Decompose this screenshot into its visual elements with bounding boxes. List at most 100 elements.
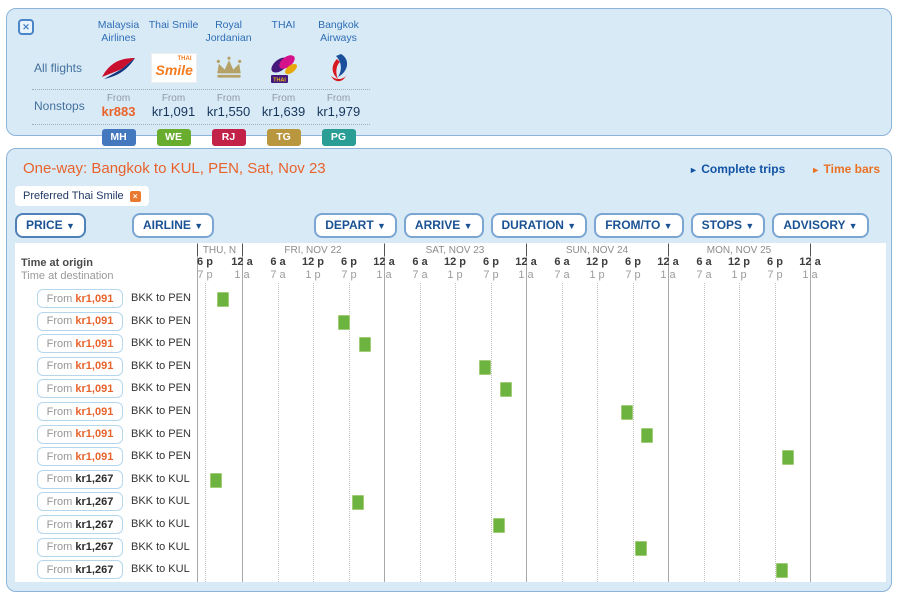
airline-code-badge: PG	[321, 129, 356, 146]
airline-code-row: MH WE RJ TG PG	[7, 125, 891, 152]
row-from-label: From	[46, 541, 76, 554]
row-from-label: From	[46, 518, 76, 531]
nonstop-price: kr1,091	[151, 104, 196, 119]
sort-button-arrive[interactable]: ARRIVE ▼	[403, 213, 484, 238]
tick-label-destination: 1 p	[589, 269, 605, 281]
flight-time-bar[interactable]	[338, 314, 350, 330]
close-icon[interactable]: ✕	[18, 19, 34, 35]
grid-tick-line	[278, 283, 279, 582]
complete-trips-label: Complete trips	[701, 162, 786, 176]
tick-label-origin: 12 p	[301, 256, 325, 268]
tick-label-destination: 7 a	[270, 269, 286, 281]
day-separator	[242, 244, 243, 256]
remove-filter-icon[interactable]: ×	[129, 190, 141, 202]
airline-name-header: Malaysia Airlines	[91, 19, 146, 44]
tick-label-destination: 1 a	[376, 269, 392, 281]
tick-label-destination: 7 p	[341, 269, 357, 281]
flight-time-bar[interactable]	[782, 450, 794, 466]
route-label: BKK to PEN	[131, 382, 191, 395]
grid-tick-line	[633, 283, 634, 582]
from-label: From	[161, 93, 186, 104]
tick-label-destination: 7 p	[483, 269, 499, 281]
airline-code-badge: RJ	[211, 129, 246, 146]
flight-time-bar[interactable]	[352, 495, 364, 511]
grid-tick-line	[313, 283, 314, 582]
row-price-button[interactable]: From kr1,091	[37, 311, 123, 331]
flight-time-bar[interactable]	[776, 563, 788, 579]
row-price-button[interactable]: From kr1,091	[37, 356, 123, 376]
row-price-button[interactable]: From kr1,267	[37, 560, 123, 580]
flight-time-bar[interactable]	[641, 427, 653, 443]
row-price-button[interactable]: From kr1,267	[37, 537, 123, 557]
grid-tick-line	[455, 283, 456, 582]
tick-label-origin: 6 p	[341, 256, 357, 268]
flight-row: From kr1,091 BKK to PEN	[15, 334, 886, 356]
nonstops-label: Nonstops	[34, 99, 85, 113]
flight-time-bar[interactable]	[210, 472, 222, 488]
flight-row: From kr1,091 BKK to PEN	[15, 289, 886, 311]
row-price-button[interactable]: From kr1,091	[37, 289, 123, 308]
tick-label-destination: 7 a	[696, 269, 712, 281]
row-price-button[interactable]: From kr1,267	[37, 492, 123, 512]
row-price-button[interactable]: From kr1,091	[37, 424, 123, 444]
flight-time-bar[interactable]	[500, 382, 512, 398]
airline-name: Bangkok Airways	[318, 19, 359, 44]
tick-label-destination: 7 p	[625, 269, 641, 281]
grid-tick-line	[739, 283, 740, 582]
sort-button-fromto[interactable]: FROM/TO ▼	[594, 213, 684, 238]
sort-button-advisory[interactable]: ADVISORY ▼	[772, 213, 869, 238]
sort-button-duration[interactable]: DURATION ▼	[490, 213, 588, 238]
route-label: BKK to KUL	[131, 495, 190, 508]
tick-label-origin: 6 p	[483, 256, 499, 268]
airline-code-badge: WE	[156, 129, 191, 146]
row-price-button[interactable]: From kr1,091	[37, 334, 123, 354]
complete-trips-link[interactable]: ► Complete trips	[689, 162, 785, 176]
grid-tick-line	[420, 283, 421, 582]
tick-label-destination: 1 p	[447, 269, 463, 281]
tick-label-destination: 7 a	[554, 269, 570, 281]
flight-time-bar[interactable]	[493, 518, 505, 533]
route-label: BKK to PEN	[131, 359, 191, 372]
flight-time-bar[interactable]	[359, 337, 371, 353]
row-price-button[interactable]: From kr1,091	[37, 447, 123, 467]
sort-button-price[interactable]: PRICE ▼	[15, 213, 86, 238]
row-price-button[interactable]: From kr1,267	[37, 469, 123, 489]
tick-label-destination: 1 a	[802, 269, 818, 281]
flight-time-bar[interactable]	[479, 359, 491, 375]
row-price-button[interactable]: From kr1,091	[37, 402, 123, 421]
route-label: BKK to KUL	[131, 518, 190, 530]
tick-label-origin: 6 p	[767, 256, 783, 268]
grid-day-line	[668, 243, 669, 582]
grid-tick-line	[704, 283, 705, 582]
time-bars-chart: Time at origin Time at destination THU, …	[15, 243, 886, 582]
day-label: MON, NOV 25	[706, 245, 772, 256]
filter-chip-preferred-airline[interactable]: Preferred Thai Smile ×	[15, 186, 149, 206]
row-price: kr1,267	[75, 473, 114, 486]
row-price: kr1,091	[75, 360, 114, 373]
nonstop-price-cell: From kr1,639	[256, 93, 311, 119]
airline-name: THAI	[271, 19, 296, 31]
flight-time-bar[interactable]	[217, 292, 229, 307]
flight-time-bar[interactable]	[621, 405, 633, 420]
dropdown-icon: ▼	[848, 221, 858, 231]
tick-label-destination: 1 p	[305, 269, 321, 281]
row-price-button[interactable]: From kr1,267	[37, 515, 123, 534]
sort-button-airline[interactable]: AIRLINE ▼	[131, 213, 215, 238]
grid-tick-line	[349, 283, 350, 582]
flight-row: From kr1,091 BKK to PEN	[15, 424, 886, 447]
flight-time-bar[interactable]	[635, 540, 647, 556]
row-from-label: From	[46, 495, 76, 508]
grid-tick-line	[597, 283, 598, 582]
grid-day-line	[197, 243, 198, 582]
time-bars-link[interactable]: ► Time bars	[811, 162, 880, 176]
tick-label-destination: 7 a	[412, 269, 428, 281]
sort-button-stops[interactable]: STOPS ▼	[690, 213, 766, 238]
airline-name-header: Thai Smile	[146, 19, 201, 32]
sort-button-depart[interactable]: DEPART ▼	[314, 213, 397, 238]
tick-label-origin: 12 p	[585, 256, 609, 268]
tick-label-destination: 1 p	[731, 269, 747, 281]
airline-name-header: THAI	[256, 19, 311, 32]
row-from-label: From	[46, 473, 76, 486]
row-price: kr1,091	[75, 382, 114, 395]
row-price-button[interactable]: From kr1,091	[37, 379, 123, 399]
